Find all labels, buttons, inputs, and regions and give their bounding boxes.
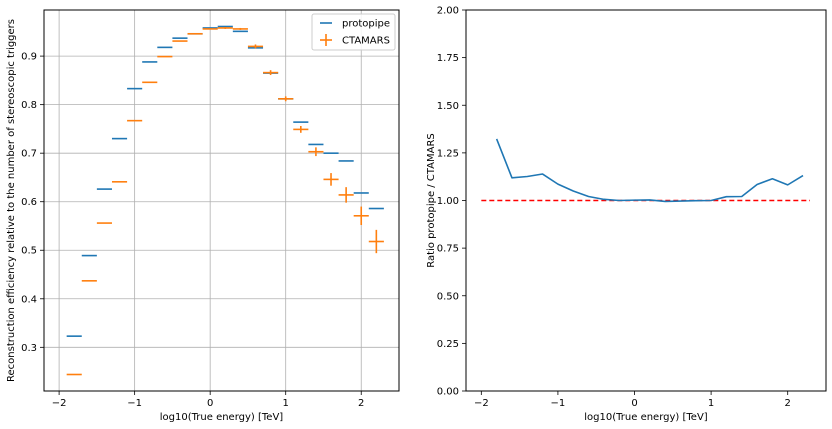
right-y-tick-label: 0.25 [437,339,459,350]
legend-marker-ctamars [320,34,332,46]
right-data-marks [481,138,810,203]
left-x-tick-label: 0 [207,398,213,409]
legend-box [311,13,396,51]
point-ctamars [278,96,294,102]
right-x-tick-label: 2 [785,398,791,409]
left-y-tick-label: 0.8 [21,100,37,111]
right-x-tick-label: −1 [551,398,566,409]
left-y-tick-label: 0.4 [21,294,37,305]
legend: protopipe CTAMARS [311,13,396,51]
right-x-tick-label: 0 [631,398,637,409]
series-ctamars [66,26,384,376]
left-ticks: −2 −1 0 1 2 0.3 0.4 0.5 0.6 0.7 0.8 0.9 [21,52,364,409]
left-y-axis-label: Reconstruction efficiency relative to th… [6,19,17,382]
right-x-tick-label: 1 [708,398,714,409]
efficiency-panel: −2 −1 0 1 2 0.3 0.4 0.5 0.6 0.7 0.8 0.9 log10(True … [6,9,400,423]
point-ctamars [308,147,324,157]
ratio-line [495,138,804,203]
point-ctamars [368,229,384,254]
right-y-tick-label: 0.00 [437,387,459,398]
left-y-tick-label: 0.3 [21,343,37,354]
left-axes-frame [43,9,400,392]
right-x-axis-label: log10(True energy) [TeV] [584,412,708,423]
left-grid [44,10,399,391]
point-ctamars [263,70,279,76]
legend-entry-protopipe: protopipe [342,19,390,30]
right-y-axis-label: Ratio protopipe / CTAMARS [426,133,437,268]
left-x-tick-label: −2 [52,398,67,409]
point-ctamars [338,187,354,203]
point-ctamars [217,26,233,29]
left-y-tick-label: 0.9 [21,52,37,63]
left-x-tick-label: 1 [283,398,289,409]
left-y-tick-label: 0.6 [21,197,37,208]
right-y-tick-label: 0.50 [437,291,459,302]
left-data-marks [66,25,384,376]
left-x-tick-label: −1 [127,398,142,409]
point-ctamars [353,206,369,226]
right-ticks: −2 −1 0 1 2 0.00 0.25 0.50 0.75 1.00 1.25 1.50 1.75 2… [437,6,791,410]
legend-entry-ctamars: CTAMARS [342,36,390,47]
point-ctamars [293,125,309,133]
point-ctamars [247,44,264,49]
left-y-tick-label: 0.7 [21,149,37,160]
right-y-tick-label: 1.75 [437,53,459,64]
right-y-tick-label: 1.50 [437,101,459,112]
right-x-tick-label: −2 [474,398,489,409]
point-ctamars [232,27,248,30]
right-y-tick-label: 2.00 [437,6,459,17]
left-x-axis-label: log10(True energy) [TeV] [160,412,284,423]
right-y-tick-label: 0.75 [437,244,459,255]
left-x-tick-label: 2 [358,398,364,409]
left-y-tick-label: 0.5 [21,246,37,257]
right-y-tick-label: 1.00 [437,196,459,207]
point-ctamars [323,173,339,186]
ratio-panel: −2 −1 0 1 2 0.00 0.25 0.50 0.75 1.00 1.25 1.50 1.75 2… [426,6,827,423]
right-y-tick-label: 1.25 [437,148,459,159]
